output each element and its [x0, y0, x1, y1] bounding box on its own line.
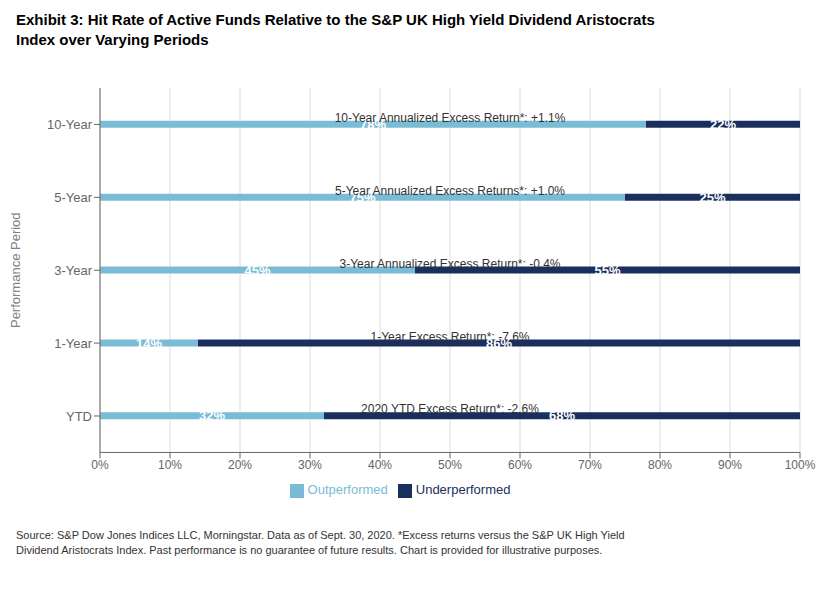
svg-text:10-Year: 10-Year	[47, 117, 93, 132]
svg-text:100%: 100%	[785, 458, 816, 472]
svg-text:50%: 50%	[438, 458, 462, 472]
svg-text:30%: 30%	[298, 458, 322, 472]
svg-text:55%: 55%	[594, 263, 620, 278]
svg-text:2020 YTD Excess Return*: -2.6%: 2020 YTD Excess Return*: -2.6%	[361, 402, 539, 416]
svg-text:86%: 86%	[486, 336, 512, 351]
html-text:Source: S&P Dow Jones Indices: Source: S&P Dow Jones Indices LLC, Morni…	[16, 529, 625, 541]
svg-text:80%: 80%	[648, 458, 672, 472]
svg-text:3-Year Annualized Excess Retur: 3-Year Annualized Excess Return*: -0.4%	[339, 257, 560, 271]
svg-text:14%: 14%	[136, 336, 162, 351]
svg-text:70%: 70%	[578, 458, 602, 472]
svg-text:0%: 0%	[91, 458, 109, 472]
svg-text:YTD: YTD	[66, 409, 92, 424]
svg-text:5-Year Annualized Excess Retur: 5-Year Annualized Excess Returns*: +1.0%	[335, 184, 565, 198]
html-text:Index over Varying Periods: Index over Varying Periods	[16, 31, 209, 48]
svg-text:10-Year Annualized Excess Retu: 10-Year Annualized Excess Return*: +1.1%	[335, 111, 566, 125]
html-text:Underperformed: Underperformed	[415, 482, 511, 498]
svg-text:10%: 10%	[158, 458, 182, 472]
svg-text:60%: 60%	[508, 458, 532, 472]
svg-text:90%: 90%	[718, 458, 742, 472]
svg-text:22%: 22%	[710, 117, 736, 132]
svg-text:40%: 40%	[368, 458, 392, 472]
html-text:Dividend Aristocrats Index. Pa: Dividend Aristocrats Index. Past perform…	[16, 544, 603, 556]
svg-text:25%: 25%	[699, 190, 725, 205]
svg-text:1-Year Excess Return*: -7.6%: 1-Year Excess Return*: -7.6%	[370, 329, 530, 344]
svg-text:68%: 68%	[549, 408, 575, 423]
svg-text:5-Year: 5-Year	[54, 190, 92, 205]
svg-text:3-Year: 3-Year	[54, 263, 92, 278]
svg-text:45%: 45%	[244, 263, 270, 278]
svg-text:20%: 20%	[228, 458, 252, 472]
svg-text:Performance Period: Performance Period	[8, 212, 23, 328]
svg-text:32%: 32%	[199, 408, 225, 423]
html-text:Outperformed: Outperformed	[307, 482, 388, 498]
svg-text:1-Year: 1-Year	[54, 336, 92, 351]
html-text:Exhibit 3: Hit Rate of Active: Exhibit 3: Hit Rate of Active Funds Rela…	[16, 11, 655, 28]
